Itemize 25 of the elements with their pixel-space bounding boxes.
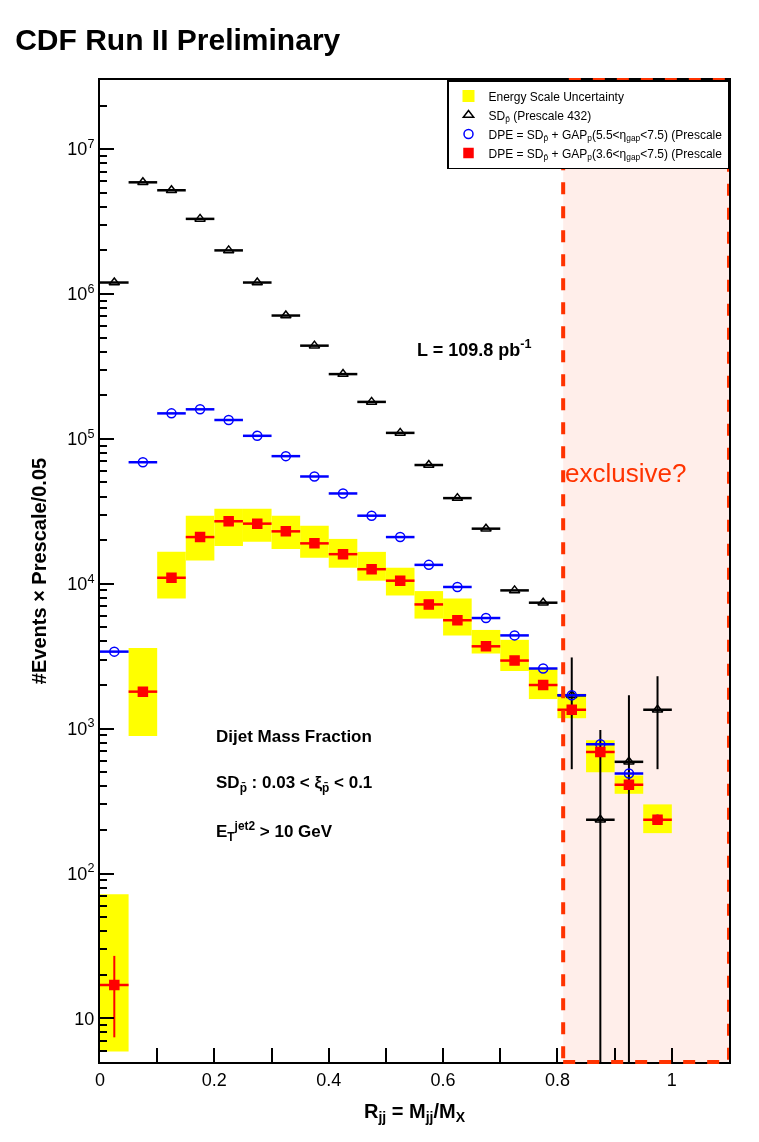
band-label: exclusive? xyxy=(565,458,687,488)
y-axis-title: #Events × Prescale/0.05 xyxy=(28,457,51,685)
legend-label: DPE = SD$_{p̄}$ + GAP$_{p}$(5.5<η$_{gap}$<7.5) (Prescale xyxy=(488,127,723,144)
chart-title: CDF Run II Preliminary xyxy=(15,22,341,56)
annotation: Dijet Mass Fraction xyxy=(216,727,372,746)
x-tick-label: 1 xyxy=(666,1069,677,1090)
y-tick-label: 10$^{5}$ xyxy=(67,426,95,450)
y-tick-label: 10$^{6}$ xyxy=(67,281,95,305)
y-tick-label: 10$^{3}$ xyxy=(67,716,95,739)
y-tick-label: 10$^{2}$ xyxy=(67,861,95,884)
x-tick-label: 0.2 xyxy=(201,1069,227,1090)
y-tick-label: 10 xyxy=(74,1008,95,1029)
legend-label: SD$_{p̄}$ (Prescale 432) xyxy=(488,108,592,125)
x-tick-label: 0.8 xyxy=(544,1069,570,1090)
annotation: L = 109.8 pb$^{-1}$ xyxy=(417,337,532,360)
x-tick-label: 0.6 xyxy=(430,1069,456,1090)
y-tick-label: 10$^{7}$ xyxy=(67,136,95,160)
annotation: E$_{T}$$^{jet2}$ > 10 GeV xyxy=(216,819,333,844)
annotation: SD$_{p̄}$ : 0.03 < ξ$_{p̄}$ < 0.1 xyxy=(216,773,373,795)
y-tick-label: 10$^{4}$ xyxy=(67,571,95,595)
legend-label: Energy Scale Uncertainty xyxy=(488,89,624,104)
x-tick-label: 0 xyxy=(94,1069,106,1090)
x-tick-label: 0.4 xyxy=(316,1069,342,1090)
x-axis-title: R$_{jj}$ = M$_{jj}$/M$_{X}$ xyxy=(363,1099,466,1125)
legend-label: DPE = SD$_{p̄}$ + GAP$_{p}$(3.6<η$_{gap}$<7.5) (Prescale xyxy=(488,146,723,163)
